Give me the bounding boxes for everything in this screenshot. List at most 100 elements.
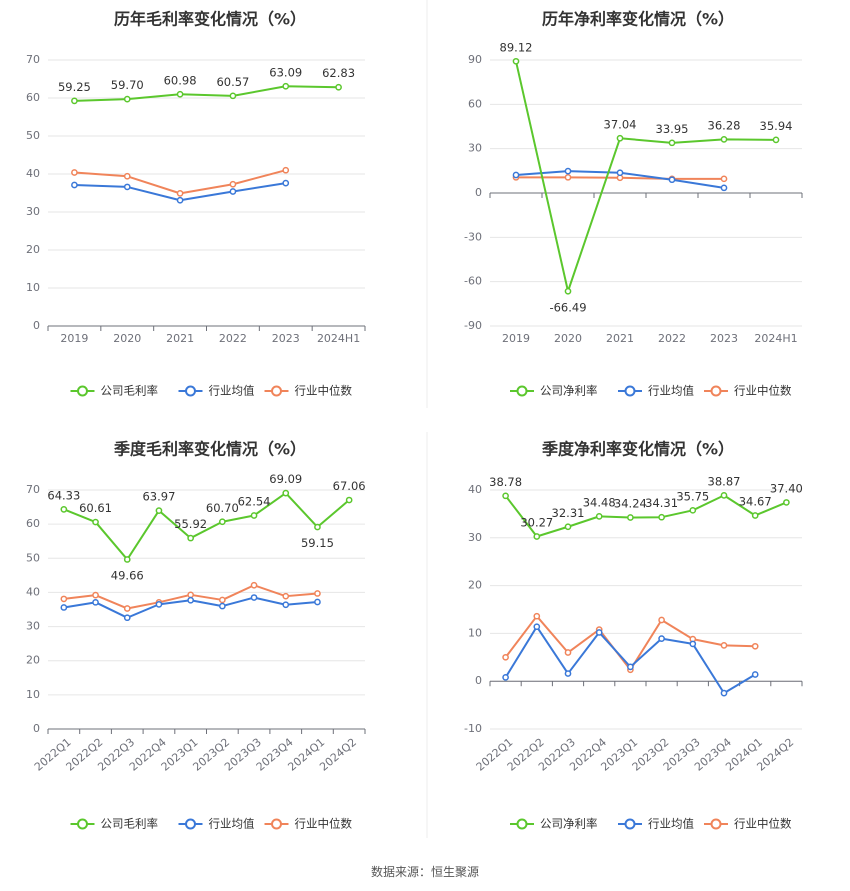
data-point (282, 601, 290, 609)
series-line (63, 492, 350, 561)
legend-item-1[interactable]: 公司毛利率 (70, 384, 159, 398)
data-point (720, 492, 728, 499)
legend-marker-icon (710, 385, 722, 397)
data-point (772, 136, 780, 144)
data-point (229, 180, 237, 188)
x-tick-label: 2023 (710, 332, 738, 345)
series-line (504, 494, 787, 538)
data-label: 30.27 (520, 516, 553, 530)
data-label: 37.40 (770, 481, 803, 495)
data-point (282, 592, 290, 600)
data-point (187, 591, 194, 599)
data-point (123, 605, 131, 612)
data-label: 34.24 (614, 497, 647, 511)
data-point (123, 556, 131, 563)
y-tick-label: -90 (464, 319, 482, 332)
chart-panel-4: 季度净利率变化情况（%）-100102030402022Q12022Q22022… (464, 440, 803, 831)
legend-item-2[interactable]: 行业均值 (618, 817, 694, 831)
series-3 (60, 581, 321, 612)
chart-panel-3: 季度毛利率变化情况（%）0102030405060702022Q12022Q22… (26, 440, 366, 831)
y-tick-label: 10 (26, 281, 40, 294)
chart-panel-2: 历年净利率变化情况（%） -90 -60 -30 0 30 60 90 2019 2020 2021… (464, 10, 803, 398)
y-tick-label: 30 (26, 205, 40, 218)
data-point (668, 139, 676, 147)
data-point (282, 489, 290, 497)
x-tick-label: 2023 (272, 332, 300, 345)
data-point (564, 173, 572, 181)
y-tick-label: 30 (468, 531, 482, 544)
x-tick-label: 2020 (113, 332, 141, 345)
data-point (595, 629, 603, 636)
data-label: 60.98 (164, 73, 197, 87)
series-2 (60, 594, 321, 622)
legend-item-3[interactable]: 行业中位数 (264, 384, 353, 398)
legend-item-1[interactable]: 公司净利率 (510, 817, 598, 831)
data-label: 49.66 (111, 568, 144, 582)
data-point (219, 602, 226, 610)
data-point (616, 169, 624, 177)
y-tick-label: 40 (26, 167, 40, 180)
data-label: 36.28 (708, 118, 741, 132)
y-tick-label: 10 (26, 688, 40, 701)
x-tick-label: 2021 (166, 332, 194, 345)
legend-item-3[interactable]: 行业中位数 (704, 384, 792, 398)
data-label: 55.92 (174, 517, 207, 531)
legend-label: 行业中位数 (295, 384, 353, 398)
y-tick-label: 30 (468, 142, 482, 155)
y-tick-label: 60 (468, 97, 482, 110)
data-point (502, 492, 509, 500)
y-tick-label: 20 (468, 579, 482, 592)
data-label: -66.49 (549, 300, 586, 314)
data-point (92, 598, 99, 606)
legend-label: 行业中位数 (734, 384, 792, 398)
y-tick-label: 50 (26, 129, 40, 142)
data-point (250, 512, 258, 519)
data-point (345, 496, 353, 504)
data-point (751, 512, 759, 519)
data-label: 38.87 (708, 474, 741, 488)
legend-item-1[interactable]: 公司毛利率 (70, 817, 159, 831)
series-line (515, 61, 777, 293)
legend-marker-icon (185, 818, 196, 830)
series-line (74, 85, 339, 102)
y-tick-label: 60 (26, 91, 40, 104)
data-label: 60.70 (206, 501, 239, 515)
legend-item-2[interactable]: 行业均值 (178, 384, 255, 398)
legend-marker-icon (77, 385, 88, 397)
data-point (123, 172, 131, 180)
data-point (282, 82, 290, 90)
data-point (123, 95, 131, 103)
legend-item-3[interactable]: 行业中位数 (704, 817, 792, 831)
data-point (60, 506, 68, 513)
data-label: 33.95 (656, 122, 689, 136)
data-point (564, 670, 572, 677)
data-point (502, 653, 509, 661)
legend-item-2[interactable]: 行业均值 (178, 817, 255, 831)
legend-item-3[interactable]: 行业中位数 (264, 817, 353, 831)
chart-panel-1: 历年毛利率变化情况（%） 0 10 20 30 40 50 60 70 2019 2020 2021 2… (26, 10, 366, 398)
legend-item-1[interactable]: 公司净利率 (510, 384, 598, 398)
series-1: 59.25 59.70 60.98 60.57 63.09 62.83 (58, 65, 355, 105)
legend-label: 公司净利率 (540, 817, 598, 831)
data-point (564, 523, 572, 531)
series-2 (502, 623, 759, 697)
y-tick-label: 10 (468, 626, 482, 639)
data-point (533, 623, 541, 631)
data-point (229, 188, 237, 195)
y-tick-label: 0 (33, 722, 40, 735)
data-point (176, 196, 184, 204)
data-label: 60.57 (216, 75, 249, 89)
data-label: 63.09 (269, 65, 302, 79)
data-point (176, 90, 184, 98)
legend-item-2[interactable]: 行业均值 (618, 384, 694, 398)
x-tick-label: 2024H1 (754, 332, 797, 345)
data-point (219, 596, 226, 604)
data-point (314, 523, 321, 531)
data-point (71, 97, 78, 105)
legend-marker-icon (271, 385, 282, 397)
chart-title: 历年毛利率变化情况（%） (114, 10, 306, 29)
data-point (564, 287, 572, 295)
data-point (627, 514, 634, 521)
y-tick-label: 50 (26, 551, 40, 564)
